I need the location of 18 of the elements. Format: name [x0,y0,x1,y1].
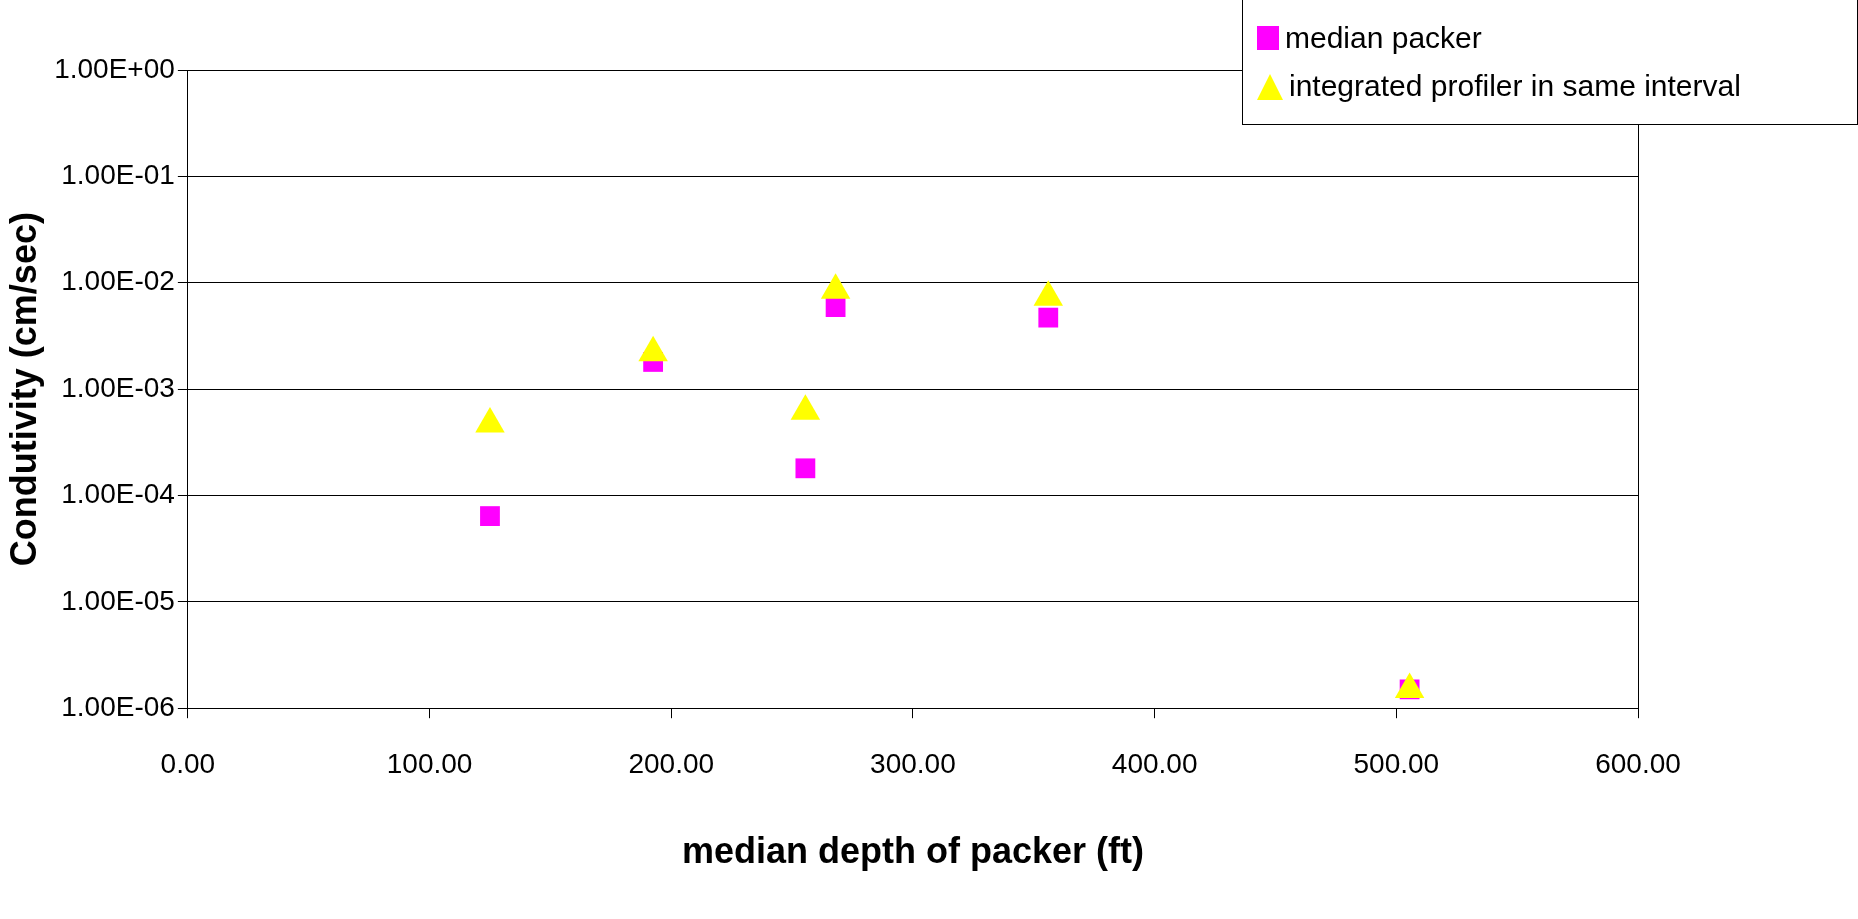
x-tick-label: 500.00 [1353,747,1440,779]
y-tick-label: 1.00E-05 [61,584,175,616]
x-tick-label: 300.00 [870,747,956,779]
y-tick-label: 1.00E-02 [61,265,175,297]
x-tick-label: 200.00 [628,747,715,779]
y-tick-label: 1.00E-01 [61,159,175,191]
x-axis-title: median depth of packer (ft) [681,830,1144,872]
legend-label: median packer [1285,20,1482,56]
x-tick-label: 600.00 [1595,747,1681,779]
x-tick-label: 0.00 [160,747,216,779]
y-axis-title: Condutivity (cm/sec) [2,212,44,567]
legend-label: integrated profiler in same interval [1289,68,1741,104]
x-tick-label: 100.00 [386,747,473,779]
x-tick-label: 400.00 [1111,747,1198,779]
y-tick-label: 1.00E-03 [61,371,175,403]
y-tick-label: 1.00E+00 [54,52,175,84]
y-tick-label: 1.00E-04 [61,478,175,510]
y-tick-label: 1.00E-06 [61,690,175,722]
